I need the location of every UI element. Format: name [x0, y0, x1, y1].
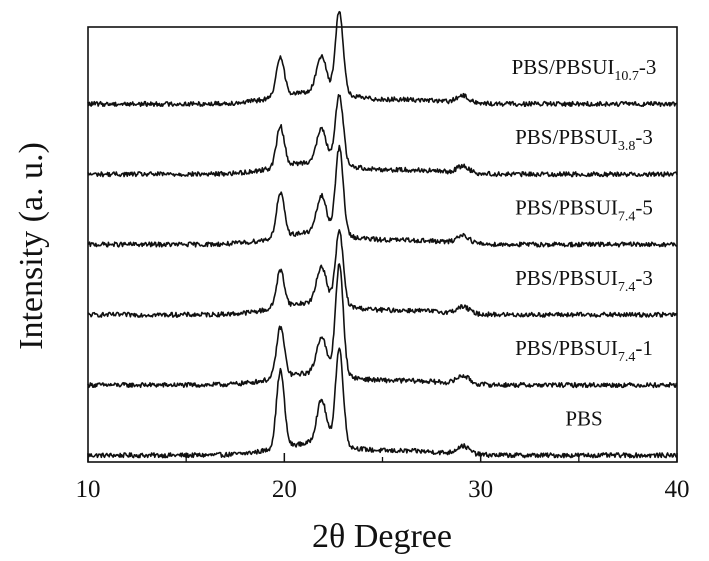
series-label: PBS/PBSUI3.8-3 — [515, 125, 653, 154]
series-label: PBS/PBSUI10.7-3 — [512, 55, 657, 84]
y-axis-title: Intensity (a. u.) — [13, 142, 50, 350]
series-label-main: PBS/PBSUI — [512, 55, 615, 79]
series-label-main: PBS/PBSUI — [515, 125, 618, 149]
series-layer — [87, 10, 678, 459]
x-axis-title: 2θ Degree — [312, 518, 452, 555]
series-label-main: PBS/PBSUI — [515, 266, 618, 290]
series-label-subscript: 10.7 — [614, 69, 639, 84]
series-label-main: PBS — [565, 406, 602, 430]
series-label-main: PBS/PBSUI — [515, 336, 618, 360]
x-tick-label: 10 — [76, 476, 101, 503]
series-line — [87, 263, 678, 389]
x-tick-label: 30 — [468, 476, 493, 503]
series-label-subscript: 7.4 — [618, 210, 636, 225]
series-line — [87, 347, 678, 459]
x-tick-label: 20 — [272, 476, 297, 503]
series-label: PBS/PBSUI7.4-5 — [515, 196, 653, 225]
series-line — [87, 93, 678, 178]
x-tick-label: 40 — [665, 476, 690, 503]
series-label-suffix: -3 — [635, 125, 653, 149]
series-label-suffix: -5 — [635, 196, 653, 220]
series-label-suffix: -3 — [639, 55, 657, 79]
series-label-layer: PBSPBS/PBSUI7.4-1PBS/PBSUI7.4-3PBS/PBSUI… — [512, 55, 657, 430]
x-tick-layer: 10 20 30 40 — [76, 453, 690, 503]
series-label-suffix: -1 — [635, 336, 653, 360]
series-label-suffix: -3 — [635, 266, 653, 290]
series-label: PBS/PBSUI7.4-3 — [515, 266, 653, 295]
series-line — [87, 144, 678, 248]
series-label-main: PBS/PBSUI — [515, 196, 618, 220]
series-label-subscript: 7.4 — [618, 350, 636, 365]
series-label: PBS/PBSUI7.4-1 — [515, 336, 653, 365]
series-line — [87, 229, 678, 318]
series-label-subscript: 3.8 — [618, 139, 636, 154]
series-line — [87, 10, 678, 108]
series-label: PBS — [565, 406, 602, 430]
series-label-subscript: 7.4 — [618, 280, 636, 295]
